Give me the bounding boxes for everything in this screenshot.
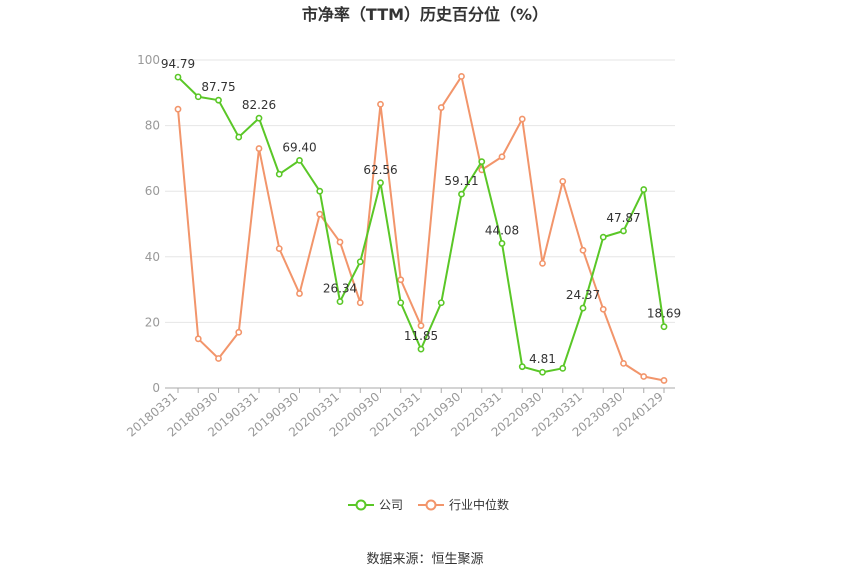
- data-point[interactable]: [377, 100, 384, 108]
- y-tick-label: 40: [145, 250, 160, 264]
- legend-item[interactable]: 公司: [348, 498, 403, 512]
- data-point[interactable]: [397, 299, 405, 307]
- data-point[interactable]: [437, 104, 445, 111]
- data-point[interactable]: [417, 322, 425, 330]
- data-point[interactable]: [336, 238, 344, 246]
- chart-title: 市净率（TTM）历史百分位（%）: [302, 5, 548, 24]
- data-label: 47.87: [606, 211, 640, 225]
- data-point[interactable]: [356, 299, 364, 307]
- data-point[interactable]: [235, 133, 243, 141]
- data-point[interactable]: [498, 240, 506, 247]
- data-label: 18.69: [647, 307, 681, 321]
- data-point[interactable]: [316, 210, 324, 218]
- series: [174, 73, 668, 384]
- data-point[interactable]: [559, 177, 567, 185]
- data-point[interactable]: [579, 304, 587, 312]
- data-point[interactable]: [296, 290, 303, 297]
- data-label: 69.40: [282, 140, 316, 154]
- data-point[interactable]: [377, 179, 384, 187]
- data-point[interactable]: [397, 276, 405, 284]
- legend-label: 公司: [379, 498, 403, 512]
- data-point[interactable]: [255, 114, 263, 122]
- data-label: 4.81: [529, 352, 556, 366]
- data-point[interactable]: [539, 368, 546, 376]
- data-label: 59.11: [444, 174, 478, 188]
- data-point[interactable]: [194, 335, 202, 343]
- data-point[interactable]: [458, 190, 465, 198]
- data-point[interactable]: [235, 328, 243, 336]
- data-point[interactable]: [518, 363, 526, 371]
- data-point[interactable]: [640, 373, 648, 380]
- data-point[interactable]: [620, 359, 627, 367]
- data-point[interactable]: [194, 93, 202, 101]
- data-point[interactable]: [336, 298, 344, 306]
- data-point[interactable]: [215, 355, 222, 362]
- data-label: 11.85: [404, 329, 438, 343]
- data-point[interactable]: [640, 186, 648, 193]
- legend-marker: [355, 499, 367, 511]
- data-point[interactable]: [599, 233, 607, 241]
- data-label: 82.26: [242, 98, 276, 112]
- legend[interactable]: 公司 行业中位数: [348, 497, 509, 512]
- axes: 0204060801002018033120180930201903312019…: [124, 53, 675, 440]
- y-tick-label: 20: [145, 315, 160, 329]
- data-point[interactable]: [296, 156, 303, 164]
- data-point[interactable]: [356, 258, 364, 266]
- y-tick-label: 100: [137, 53, 160, 67]
- data-point[interactable]: [559, 364, 567, 372]
- data-point[interactable]: [215, 96, 222, 104]
- data-point[interactable]: [660, 323, 668, 331]
- data-point[interactable]: [417, 345, 425, 353]
- data-point[interactable]: [275, 245, 283, 252]
- data-point[interactable]: [174, 73, 182, 81]
- data-label: 87.75: [201, 80, 235, 94]
- source-note: 数据来源：恒生聚源: [366, 552, 483, 567]
- data-label: 62.56: [363, 163, 397, 177]
- legend-marker: [425, 499, 437, 511]
- y-tick-label: 80: [145, 119, 160, 133]
- data-point[interactable]: [478, 158, 486, 166]
- data-point[interactable]: [255, 145, 263, 152]
- data-point[interactable]: [599, 305, 607, 313]
- data-point[interactable]: [579, 246, 587, 254]
- data-point[interactable]: [458, 73, 465, 80]
- data-label: 24.37: [566, 288, 600, 302]
- data-point[interactable]: [498, 153, 506, 161]
- data-label: 26.34: [323, 282, 357, 296]
- data-point[interactable]: [539, 259, 546, 267]
- data-label: 94.79: [161, 57, 195, 71]
- data-labels: 94.79 87.75 82.26 69.40 26.34 62.56 11.85 59.11…: [161, 57, 681, 366]
- data-point[interactable]: [518, 115, 526, 123]
- data-point[interactable]: [620, 227, 627, 235]
- data-point[interactable]: [174, 105, 182, 113]
- y-tick-label: 60: [145, 184, 160, 198]
- legend-item[interactable]: 行业中位数: [418, 497, 509, 512]
- data-point[interactable]: [275, 170, 283, 178]
- legend-label: 行业中位数: [449, 497, 509, 512]
- data-point[interactable]: [437, 299, 445, 307]
- y-tick-label: 0: [152, 381, 160, 395]
- data-point[interactable]: [316, 187, 324, 195]
- data-point[interactable]: [660, 377, 668, 384]
- data-label: 44.08: [485, 223, 519, 237]
